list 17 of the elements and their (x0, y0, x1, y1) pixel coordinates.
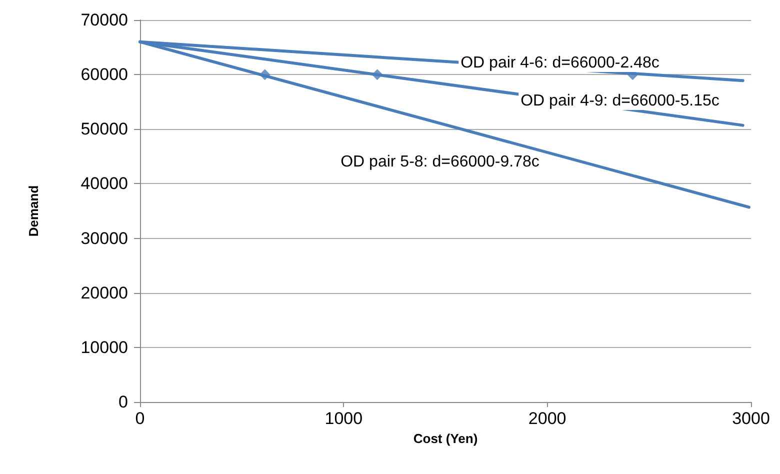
y-tick-label: 30000 (80, 228, 128, 248)
y-tick-label: 70000 (80, 10, 128, 30)
y-tick-label: 60000 (80, 65, 128, 84)
y-tick-label: 20000 (80, 283, 128, 302)
y-tick-label: 50000 (80, 120, 128, 139)
x-tick-label: 0 (135, 409, 145, 428)
x-tick-label: 2000 (528, 409, 566, 428)
y-tick-label: 0 (118, 392, 128, 412)
x-tick-label: 1000 (324, 409, 363, 428)
y-axis-title: Demand (26, 185, 41, 237)
x-axis-title: Cost (Yen) (413, 431, 478, 446)
y-tick-label: 10000 (80, 338, 128, 357)
y-tick-label: 40000 (80, 174, 128, 194)
x-tick-label: 3000 (732, 409, 770, 428)
annotation: OD pair 5-8: d=66000-9.78c (340, 154, 540, 170)
annotation: OD pair 4-9: d=66000-5.15c (520, 92, 720, 110)
annotation: OD pair 4-6: d=66000-2.48c (460, 54, 660, 72)
